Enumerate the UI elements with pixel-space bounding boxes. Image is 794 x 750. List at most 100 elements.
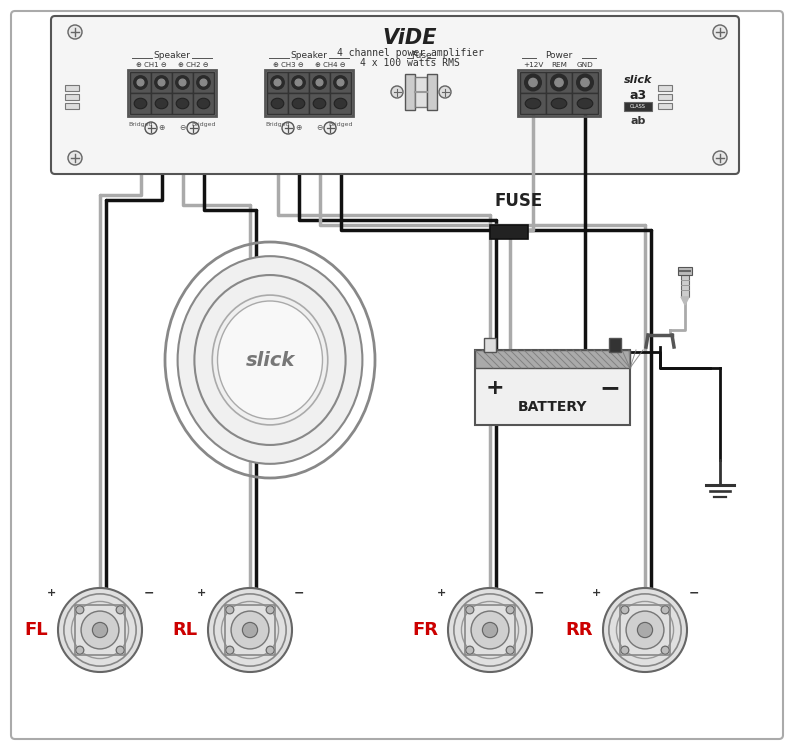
Circle shape xyxy=(603,588,687,672)
Text: +: + xyxy=(592,588,601,598)
Bar xyxy=(309,93,330,114)
Text: REM: REM xyxy=(551,62,567,68)
Bar xyxy=(520,93,546,114)
Bar xyxy=(65,85,79,91)
Text: ⊕ CH3 ⊖: ⊕ CH3 ⊖ xyxy=(272,62,303,68)
Circle shape xyxy=(179,80,186,86)
Circle shape xyxy=(133,76,147,89)
Circle shape xyxy=(621,606,629,613)
Bar xyxy=(288,72,309,93)
Text: −: − xyxy=(689,586,700,599)
Bar xyxy=(464,604,515,656)
Bar xyxy=(427,74,437,110)
Text: slick: slick xyxy=(245,350,295,370)
FancyBboxPatch shape xyxy=(51,16,739,174)
Circle shape xyxy=(266,606,274,613)
Bar xyxy=(265,70,353,116)
Text: a3: a3 xyxy=(630,89,646,102)
Ellipse shape xyxy=(577,98,593,109)
Ellipse shape xyxy=(313,98,326,109)
Text: +: + xyxy=(47,588,56,598)
Circle shape xyxy=(638,622,653,638)
Circle shape xyxy=(316,80,323,86)
Circle shape xyxy=(175,76,189,89)
Bar xyxy=(151,93,172,114)
Bar xyxy=(267,93,288,114)
Circle shape xyxy=(187,122,199,134)
Bar xyxy=(475,350,630,425)
Bar xyxy=(678,267,692,275)
Bar xyxy=(658,94,672,100)
Text: GND: GND xyxy=(576,62,593,68)
Text: +: + xyxy=(197,588,206,598)
Text: Speaker: Speaker xyxy=(153,51,191,60)
Text: slick: slick xyxy=(624,75,652,85)
Text: −: − xyxy=(599,376,620,400)
Bar xyxy=(484,338,496,352)
Circle shape xyxy=(713,151,727,165)
Text: ⊖: ⊖ xyxy=(316,124,322,133)
Text: BATTERY: BATTERY xyxy=(518,400,588,414)
Circle shape xyxy=(576,74,593,91)
Bar xyxy=(330,72,351,93)
Bar xyxy=(572,93,598,114)
Bar xyxy=(475,350,630,368)
Text: ab: ab xyxy=(630,116,646,126)
Text: Bridged: Bridged xyxy=(129,122,152,127)
Text: Bridged: Bridged xyxy=(265,122,290,127)
Text: Bridged: Bridged xyxy=(328,122,353,127)
Text: ⊕: ⊕ xyxy=(295,124,302,133)
Text: FUSE: FUSE xyxy=(495,192,543,210)
Bar xyxy=(658,103,672,109)
Bar xyxy=(193,93,214,114)
Ellipse shape xyxy=(334,98,347,109)
Bar xyxy=(658,85,672,91)
Bar xyxy=(681,275,689,297)
Text: +: + xyxy=(486,378,504,398)
Text: ⊕ CH1 ⊖: ⊕ CH1 ⊖ xyxy=(136,62,167,68)
Bar xyxy=(330,93,351,114)
Circle shape xyxy=(439,86,451,98)
Ellipse shape xyxy=(155,98,168,109)
Text: RR: RR xyxy=(565,621,593,639)
Text: Speaker: Speaker xyxy=(291,51,327,60)
Bar xyxy=(65,103,79,109)
Text: RL: RL xyxy=(173,621,198,639)
Bar xyxy=(172,72,193,93)
Bar xyxy=(309,72,330,93)
Text: −: − xyxy=(144,586,155,599)
Circle shape xyxy=(529,78,538,87)
Text: ViDE: ViDE xyxy=(383,28,437,48)
Circle shape xyxy=(291,76,305,89)
Circle shape xyxy=(225,646,233,654)
Bar xyxy=(546,72,572,93)
Text: Fuse: Fuse xyxy=(410,51,431,60)
Ellipse shape xyxy=(525,98,541,109)
Circle shape xyxy=(507,606,515,613)
Bar xyxy=(65,94,79,100)
Text: +12V: +12V xyxy=(522,62,543,68)
Ellipse shape xyxy=(178,256,362,464)
Bar xyxy=(75,604,125,656)
Bar xyxy=(572,72,598,93)
Circle shape xyxy=(713,25,727,39)
Text: ⊖: ⊖ xyxy=(179,124,186,133)
Circle shape xyxy=(155,76,168,89)
Circle shape xyxy=(661,646,669,654)
Bar xyxy=(518,70,600,116)
Circle shape xyxy=(282,122,294,134)
Bar xyxy=(225,604,276,656)
Circle shape xyxy=(145,122,157,134)
Text: CLASS: CLASS xyxy=(630,104,646,110)
Bar xyxy=(193,72,214,93)
Circle shape xyxy=(551,74,568,91)
Circle shape xyxy=(68,25,82,39)
Ellipse shape xyxy=(134,98,147,109)
Bar xyxy=(546,93,572,114)
Circle shape xyxy=(242,622,257,638)
Circle shape xyxy=(271,76,284,89)
Text: −: − xyxy=(534,586,545,599)
Ellipse shape xyxy=(176,98,189,109)
Bar xyxy=(490,225,528,239)
Circle shape xyxy=(68,151,82,165)
